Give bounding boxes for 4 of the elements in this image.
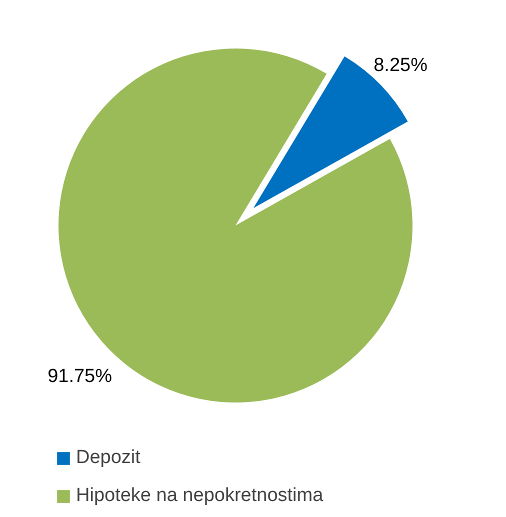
data-label: 91.75% xyxy=(48,366,112,388)
legend-label: Depozit xyxy=(76,447,140,469)
legend-label: Hipoteke na nepokretnostima xyxy=(76,485,324,507)
data-label: 8.25% xyxy=(374,54,428,76)
